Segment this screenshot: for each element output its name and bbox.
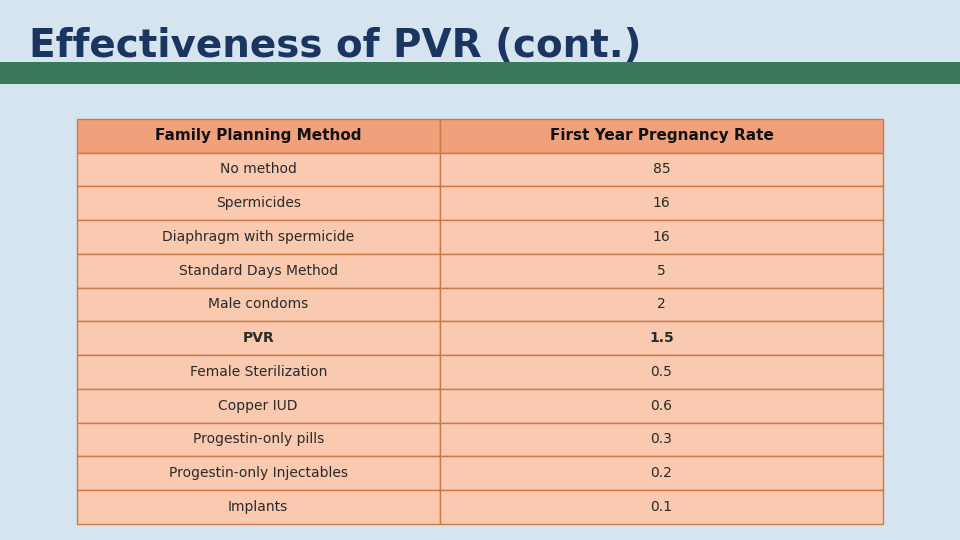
- FancyBboxPatch shape: [77, 152, 440, 186]
- Text: First Year Pregnancy Rate: First Year Pregnancy Rate: [549, 128, 774, 143]
- FancyBboxPatch shape: [440, 456, 883, 490]
- FancyBboxPatch shape: [77, 490, 440, 524]
- FancyBboxPatch shape: [440, 355, 883, 389]
- FancyBboxPatch shape: [77, 456, 440, 490]
- Text: Copper IUD: Copper IUD: [219, 399, 298, 413]
- FancyBboxPatch shape: [440, 254, 883, 287]
- Text: 16: 16: [653, 230, 670, 244]
- Text: PVR: PVR: [242, 331, 275, 345]
- Text: Spermicides: Spermicides: [216, 196, 300, 210]
- FancyBboxPatch shape: [440, 220, 883, 254]
- Text: Standard Days Method: Standard Days Method: [179, 264, 338, 278]
- Text: 0.6: 0.6: [651, 399, 672, 413]
- FancyBboxPatch shape: [77, 422, 440, 456]
- FancyBboxPatch shape: [440, 422, 883, 456]
- FancyBboxPatch shape: [440, 186, 883, 220]
- Text: Progestin-only Injectables: Progestin-only Injectables: [169, 466, 348, 480]
- Text: 16: 16: [653, 196, 670, 210]
- Text: Male condoms: Male condoms: [208, 298, 308, 312]
- FancyBboxPatch shape: [440, 490, 883, 524]
- Text: Progestin-only pills: Progestin-only pills: [193, 433, 324, 447]
- FancyBboxPatch shape: [77, 321, 440, 355]
- Text: 0.1: 0.1: [651, 500, 672, 514]
- FancyBboxPatch shape: [77, 389, 440, 422]
- FancyBboxPatch shape: [440, 287, 883, 321]
- FancyBboxPatch shape: [440, 389, 883, 422]
- FancyBboxPatch shape: [440, 152, 883, 186]
- FancyBboxPatch shape: [440, 321, 883, 355]
- FancyBboxPatch shape: [0, 62, 960, 84]
- Text: Effectiveness of PVR (cont.): Effectiveness of PVR (cont.): [29, 27, 641, 65]
- Text: 5: 5: [657, 264, 666, 278]
- Text: 0.2: 0.2: [651, 466, 672, 480]
- Text: 85: 85: [653, 163, 670, 177]
- Text: 2: 2: [657, 298, 666, 312]
- Text: Family Planning Method: Family Planning Method: [155, 128, 362, 143]
- FancyBboxPatch shape: [77, 220, 440, 254]
- Text: Diaphragm with spermicide: Diaphragm with spermicide: [162, 230, 354, 244]
- FancyBboxPatch shape: [77, 119, 440, 152]
- FancyBboxPatch shape: [77, 287, 440, 321]
- Text: Implants: Implants: [228, 500, 288, 514]
- FancyBboxPatch shape: [77, 254, 440, 287]
- Text: 0.3: 0.3: [651, 433, 672, 447]
- Text: No method: No method: [220, 163, 297, 177]
- FancyBboxPatch shape: [77, 186, 440, 220]
- Text: 1.5: 1.5: [649, 331, 674, 345]
- FancyBboxPatch shape: [440, 119, 883, 152]
- Text: Female Sterilization: Female Sterilization: [189, 365, 327, 379]
- Text: 0.5: 0.5: [651, 365, 672, 379]
- FancyBboxPatch shape: [77, 355, 440, 389]
